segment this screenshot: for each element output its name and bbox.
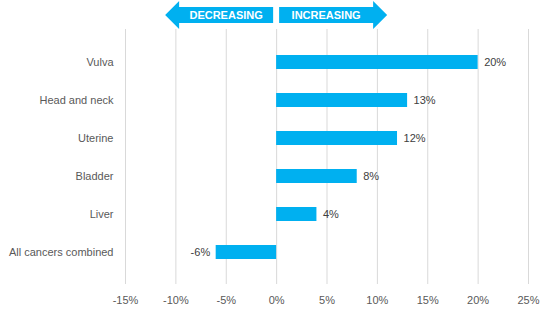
svg-text:-6%: -6%: [191, 246, 211, 258]
svg-text:15%: 15%: [417, 294, 439, 306]
svg-text:Head and neck: Head and neck: [40, 94, 114, 106]
svg-text:10%: 10%: [366, 294, 388, 306]
svg-text:0%: 0%: [269, 294, 285, 306]
svg-text:Bladder: Bladder: [76, 170, 114, 182]
svg-text:5%: 5%: [319, 294, 335, 306]
svg-text:All cancers combined: All cancers combined: [9, 246, 114, 258]
svg-text:12%: 12%: [404, 132, 426, 144]
svg-text:-10%: -10%: [163, 294, 189, 306]
svg-text:Liver: Liver: [90, 208, 114, 220]
svg-text:25%: 25%: [517, 294, 539, 306]
svg-text:DECREASING: DECREASING: [189, 9, 262, 21]
svg-text:4%: 4%: [323, 208, 339, 220]
svg-text:20%: 20%: [467, 294, 489, 306]
svg-text:Uterine: Uterine: [78, 132, 113, 144]
svg-text:INCREASING: INCREASING: [292, 9, 361, 21]
svg-text:13%: 13%: [414, 94, 436, 106]
svg-text:20%: 20%: [484, 56, 506, 68]
svg-text:-5%: -5%: [216, 294, 236, 306]
svg-text:-15%: -15%: [113, 294, 139, 306]
svg-text:Vulva: Vulva: [86, 56, 114, 68]
svg-text:8%: 8%: [363, 170, 379, 182]
